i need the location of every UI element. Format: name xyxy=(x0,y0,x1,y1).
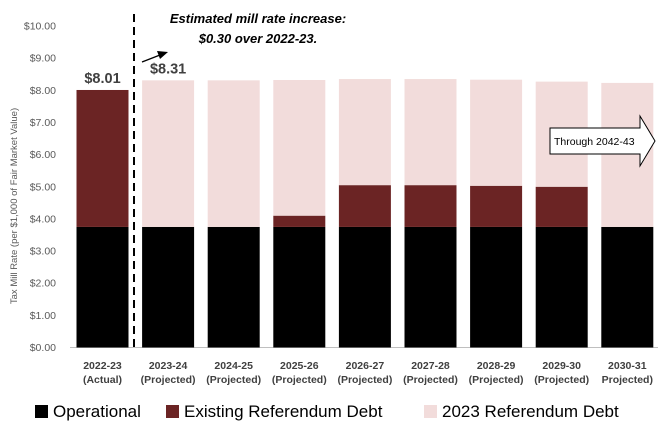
x-category-label: 2026-27 xyxy=(346,360,385,372)
bar-segment xyxy=(404,185,457,227)
bar-segment xyxy=(207,80,260,227)
bar-segment xyxy=(404,79,457,186)
bar-total-label: $8.31 xyxy=(150,61,186,77)
x-category-label: 2030-31 xyxy=(608,360,647,372)
data-labels: $8.01 $8.31 xyxy=(84,61,186,87)
x-category-label: (Projected) xyxy=(272,374,327,386)
y-tick-label: $5.00 xyxy=(30,181,56,193)
y-tick-label: $6.00 xyxy=(30,149,56,161)
x-category-label: (Projected) xyxy=(403,374,458,386)
y-tick-label: $0.00 xyxy=(30,342,56,354)
y-tick-label: $4.00 xyxy=(30,213,56,225)
y-axis-label: Tax Mill Rate (per $1,000 of Fair Market… xyxy=(9,108,20,304)
x-category-label: Projected) xyxy=(602,374,653,386)
x-category-label: 2024-25 xyxy=(214,360,253,372)
bar-segment xyxy=(142,80,195,227)
bar-segment xyxy=(273,80,326,216)
through-callout-text: Through 2042-43 xyxy=(554,136,635,148)
through-callout-arrow: Through 2042-43 xyxy=(549,114,656,168)
x-category-label: (Projected) xyxy=(469,374,524,386)
y-tick-label: $10.00 xyxy=(24,21,56,33)
bar-segment xyxy=(535,186,588,227)
legend: Operational Existing Referendum Debt 2023 … xyxy=(35,402,619,421)
bar-segment xyxy=(535,226,588,348)
bar-segment xyxy=(470,185,523,227)
y-tick-label: $8.00 xyxy=(30,85,56,97)
bar-segment xyxy=(601,226,654,348)
annotation-arrow xyxy=(141,51,168,63)
bar-segment xyxy=(338,185,391,227)
x-category-label: 2022-23 xyxy=(83,360,122,372)
y-tick-label: $3.00 xyxy=(30,246,56,258)
bar-stacks xyxy=(76,79,654,348)
legend-label: 2023 Referendum Debt xyxy=(442,402,619,421)
x-category-label: 2025-26 xyxy=(280,360,319,372)
bar-segment xyxy=(338,79,391,186)
y-tick-label: $2.00 xyxy=(30,278,56,290)
bar-segment xyxy=(76,89,129,227)
bar-total-label: $8.01 xyxy=(84,71,120,87)
x-category-label: (Projected) xyxy=(206,374,261,386)
bar-segment xyxy=(142,226,195,348)
y-tick-label: $9.00 xyxy=(30,53,56,65)
bar-segment xyxy=(273,215,326,227)
legend-label: Operational xyxy=(53,402,141,421)
x-category-label: (Actual) xyxy=(83,374,122,386)
x-category-label: 2027-28 xyxy=(411,360,450,372)
bar-segment xyxy=(470,79,523,186)
bar-segment xyxy=(470,226,523,348)
legend-swatch xyxy=(424,405,437,418)
bar-segment xyxy=(338,226,391,348)
bar-segment xyxy=(404,226,457,348)
bar-segment xyxy=(76,226,129,348)
y-tick-label: $1.00 xyxy=(30,310,56,322)
bar-segment xyxy=(273,226,326,348)
x-category-label: (Projected) xyxy=(337,374,392,386)
legend-label: Existing Referendum Debt xyxy=(184,402,383,421)
legend-swatch xyxy=(166,405,179,418)
legend-swatch xyxy=(35,405,48,418)
x-category-label: 2023-24 xyxy=(149,360,188,372)
y-tick-label: $7.00 xyxy=(30,117,56,129)
x-axis-categories: 2022-23 (Actual) 2023-24 (Projected) 2024-25… xyxy=(83,360,653,386)
x-category-label: 2028-29 xyxy=(477,360,516,372)
x-category-label: (Projected) xyxy=(534,374,589,386)
x-category-label: 2029-30 xyxy=(542,360,581,372)
bar-segment xyxy=(207,226,260,348)
annotation-line-2: $0.30 over 2022-23. xyxy=(198,31,318,46)
y-axis-ticks: $0.00 $1.00 $2.00 $3.00 $4.00 $5.00 $6.00 $7.00… xyxy=(24,21,56,355)
x-category-label: (Projected) xyxy=(141,374,196,386)
annotation-line-1: Estimated mill rate increase: xyxy=(170,11,346,26)
